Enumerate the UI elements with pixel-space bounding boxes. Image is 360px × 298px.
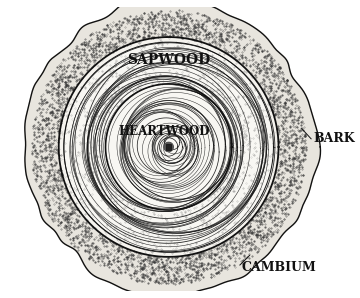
Text: HEARTWOOD: HEARTWOOD <box>119 125 210 138</box>
Polygon shape <box>25 0 320 295</box>
Polygon shape <box>64 42 274 252</box>
Polygon shape <box>166 145 171 150</box>
Polygon shape <box>59 37 279 257</box>
Polygon shape <box>25 0 320 295</box>
Polygon shape <box>164 142 173 152</box>
Text: CAMBIUM: CAMBIUM <box>242 260 317 274</box>
Text: SAPWOOD: SAPWOOD <box>127 53 210 67</box>
Text: BARK: BARK <box>313 132 355 145</box>
